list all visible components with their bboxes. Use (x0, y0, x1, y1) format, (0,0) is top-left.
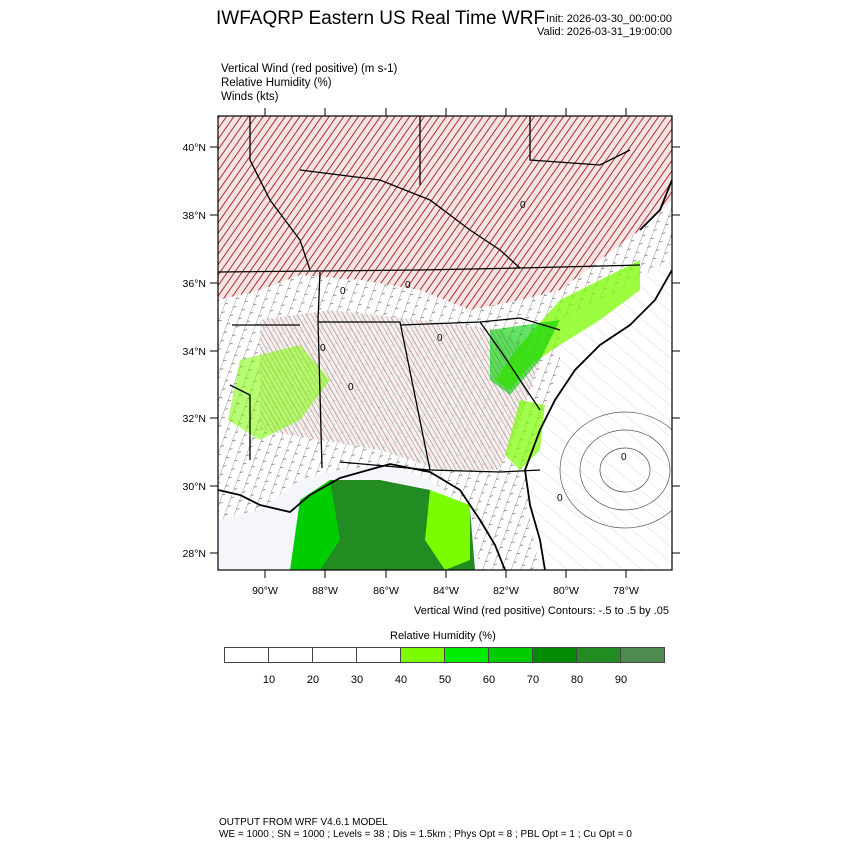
lon-tick: 90°W (252, 108, 278, 597)
lat-tick: 34°N (183, 346, 680, 358)
colorbar-segment (224, 647, 269, 663)
lon-label: 86°W (373, 585, 399, 597)
lat-label: 38°N (183, 210, 206, 222)
map-frame (217, 115, 673, 571)
field-label-relative-humidity: Relative Humidity (%) (221, 77, 332, 89)
colorbar-segment (620, 647, 665, 663)
lat-label: 34°N (183, 346, 206, 358)
init-time: Init: 2026-03-30_00:00:00 (546, 13, 672, 25)
lat-tick: 38°N (183, 210, 680, 222)
colorbar-label: 20 (306, 674, 320, 686)
state-borders (218, 116, 641, 473)
lat-label: 32°N (183, 413, 206, 425)
rh-colorbar (224, 647, 665, 663)
lon-label: 82°W (493, 585, 519, 597)
lat-tick: 28°N (183, 548, 680, 560)
colorbar-label: 80 (570, 674, 584, 686)
lat-tick: 30°N (183, 481, 680, 493)
lat-axis: 40°N 38°N 36°N 34°N 32°N 30°N 28°N (183, 142, 680, 560)
colorbar-segment (312, 647, 357, 663)
lon-tick: 80°W (553, 108, 579, 597)
contour-label: 0 (340, 286, 346, 297)
lon-tick: 88°W (312, 108, 338, 597)
vertical-wind-mixed-region (260, 310, 540, 470)
lat-tick: 36°N (183, 278, 680, 290)
colorbar-label: 90 (614, 674, 628, 686)
coastline (218, 179, 672, 570)
plot-title: IWFAQRP Eastern US Real Time WRF (216, 8, 546, 29)
lat-label: 28°N (183, 548, 206, 560)
colorbar-segment (268, 647, 313, 663)
contour-label: 0 (621, 452, 627, 463)
colorbar-segment (356, 647, 401, 663)
colorbar-label: 50 (438, 674, 452, 686)
model-footer-title: OUTPUT FROM WRF V4.6.1 MODEL (219, 817, 388, 828)
lon-label: 90°W (252, 585, 278, 597)
contour-label: 0 (437, 333, 443, 344)
rh-band-mississippi (228, 345, 330, 440)
lon-label: 88°W (312, 585, 338, 597)
contour-label: 0 (320, 343, 326, 354)
colorbar-label: 10 (262, 674, 276, 686)
colorbar-segment (576, 647, 621, 663)
field-label-winds: Winds (kts) (221, 91, 279, 103)
contour-label: 0 (557, 493, 563, 504)
colorbar-label: 30 (350, 674, 364, 686)
lon-label: 84°W (433, 585, 459, 597)
colorbar-segment (532, 647, 577, 663)
colorbar-segment (488, 647, 533, 663)
colorbar-title: Relative Humidity (%) (390, 630, 496, 642)
lon-axis: 90°W 88°W 86°W 84°W 82°W 80°W 78°W (252, 108, 639, 597)
lat-label: 40°N (183, 142, 206, 154)
lat-label: 36°N (183, 278, 206, 290)
contour-note: Vertical Wind (red positive) Contours: -… (414, 605, 669, 617)
rh-gulf-edge (425, 490, 470, 570)
lon-label: 80°W (553, 585, 579, 597)
valid-time: Valid: 2026-03-31_19:00:00 (537, 26, 672, 38)
contour-label: 0 (520, 200, 526, 211)
colorbar-segment (400, 647, 445, 663)
updraft-region-north (218, 116, 672, 310)
colorbar-label: 40 (394, 674, 408, 686)
lon-tick: 86°W (373, 108, 399, 597)
lat-tick: 40°N (183, 142, 680, 154)
colorbar-label: 70 (526, 674, 540, 686)
lon-tick: 78°W (613, 108, 639, 597)
field-label-vertical-wind: Vertical Wind (red positive) (m s-1) (221, 63, 398, 75)
lat-tick: 32°N (183, 413, 680, 425)
contour-label: 0 (348, 382, 354, 393)
rh-band-georgia (490, 320, 560, 395)
colorbar-segment (444, 647, 489, 663)
ocean-circulation (559, 411, 672, 529)
rh-coastal (505, 400, 545, 470)
lon-tick: 82°W (493, 108, 519, 597)
model-footer-settings: WE = 1000 ; SN = 1000 ; Levels = 38 ; Di… (219, 829, 632, 840)
lat-label: 30°N (183, 481, 206, 493)
colorbar-label: 60 (482, 674, 496, 686)
contour-label: 0 (405, 280, 411, 291)
lon-label: 78°W (613, 585, 639, 597)
lon-tick: 84°W (433, 108, 459, 597)
